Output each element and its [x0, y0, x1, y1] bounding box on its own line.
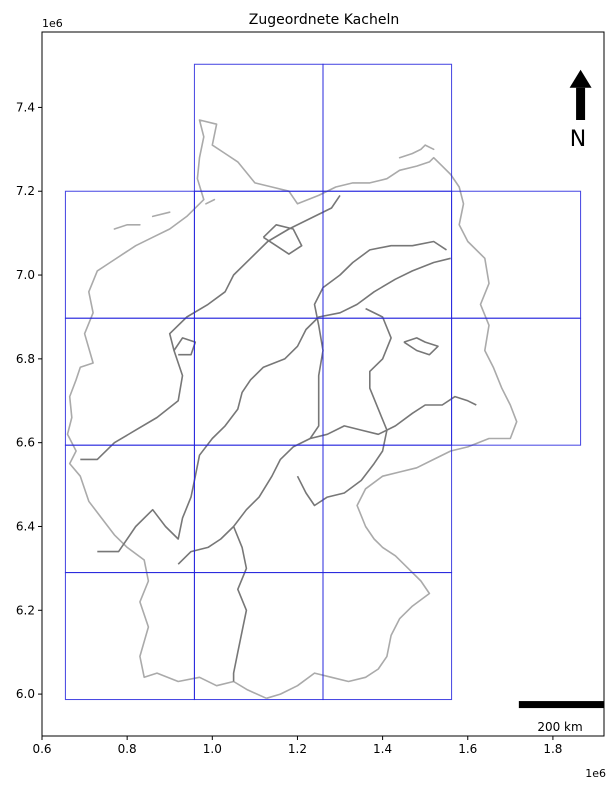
state-border-8 [262, 224, 303, 255]
scalebar-label: 200 km [537, 720, 582, 734]
y-tick-label: 6.2 [16, 603, 35, 617]
tile-10 [451, 317, 582, 446]
state-border-6 [296, 307, 392, 507]
north-arrow-head [569, 69, 592, 88]
tile-6 [451, 190, 582, 319]
x-tick-label: 0.8 [118, 742, 137, 756]
state-border-3 [177, 395, 477, 565]
x-tick-label: 1.8 [543, 742, 562, 756]
x-tick-label: 0.6 [32, 742, 51, 756]
tile-13 [322, 444, 453, 574]
y-tick-label: 6.0 [16, 687, 35, 701]
tile-11 [64, 444, 195, 574]
tile-7 [64, 317, 195, 446]
y-tick-label: 6.8 [16, 352, 35, 366]
tile-16 [322, 572, 453, 701]
tile-2 [322, 63, 453, 192]
y-tick-label: 6.4 [16, 519, 35, 533]
state-border-7 [403, 337, 439, 356]
island-3 [205, 198, 216, 205]
y-axis-offset-label: 1e6 [42, 17, 63, 30]
tile-5 [322, 190, 453, 319]
state-border-1 [80, 194, 341, 461]
x-tick-label: 1.0 [203, 742, 222, 756]
x-axis-offset-label: 1e6 [585, 767, 606, 780]
tile-3 [64, 190, 195, 319]
island-1 [113, 224, 141, 230]
tile-1 [193, 63, 324, 192]
north-label: N [570, 127, 586, 152]
decor-layer [518, 69, 604, 709]
x-tick-label: 1.6 [458, 742, 477, 756]
country-border [66, 119, 518, 700]
tiles-layer [64, 63, 582, 701]
y-tick-label: 6.6 [16, 436, 35, 450]
scalebar [518, 701, 604, 709]
tile-4 [193, 190, 324, 319]
y-tick-label: 7.0 [16, 268, 35, 282]
y-tick-label: 7.4 [16, 100, 35, 114]
state-border-4 [232, 526, 248, 682]
chart-title: Zugeordnete Kacheln [249, 12, 399, 28]
state-border-2 [97, 257, 451, 553]
state-border-9 [173, 337, 197, 356]
y-tick-label: 7.2 [16, 184, 35, 198]
axes-layer: 0.6 0.8 1.0 1.2 1.4 1.6 1.8 6.0 6.2 6.4 6.6 6.8 7.0 7… [16, 31, 605, 756]
plot-frame [41, 31, 605, 737]
north-arrow-shaft [576, 87, 586, 120]
tile-8 [193, 317, 324, 446]
tile-12 [193, 444, 324, 574]
island-2 [151, 211, 171, 218]
borders-layer [66, 119, 518, 700]
x-tick-label: 1.4 [373, 742, 392, 756]
island-4 [398, 144, 435, 159]
x-tick-label: 1.2 [288, 742, 307, 756]
